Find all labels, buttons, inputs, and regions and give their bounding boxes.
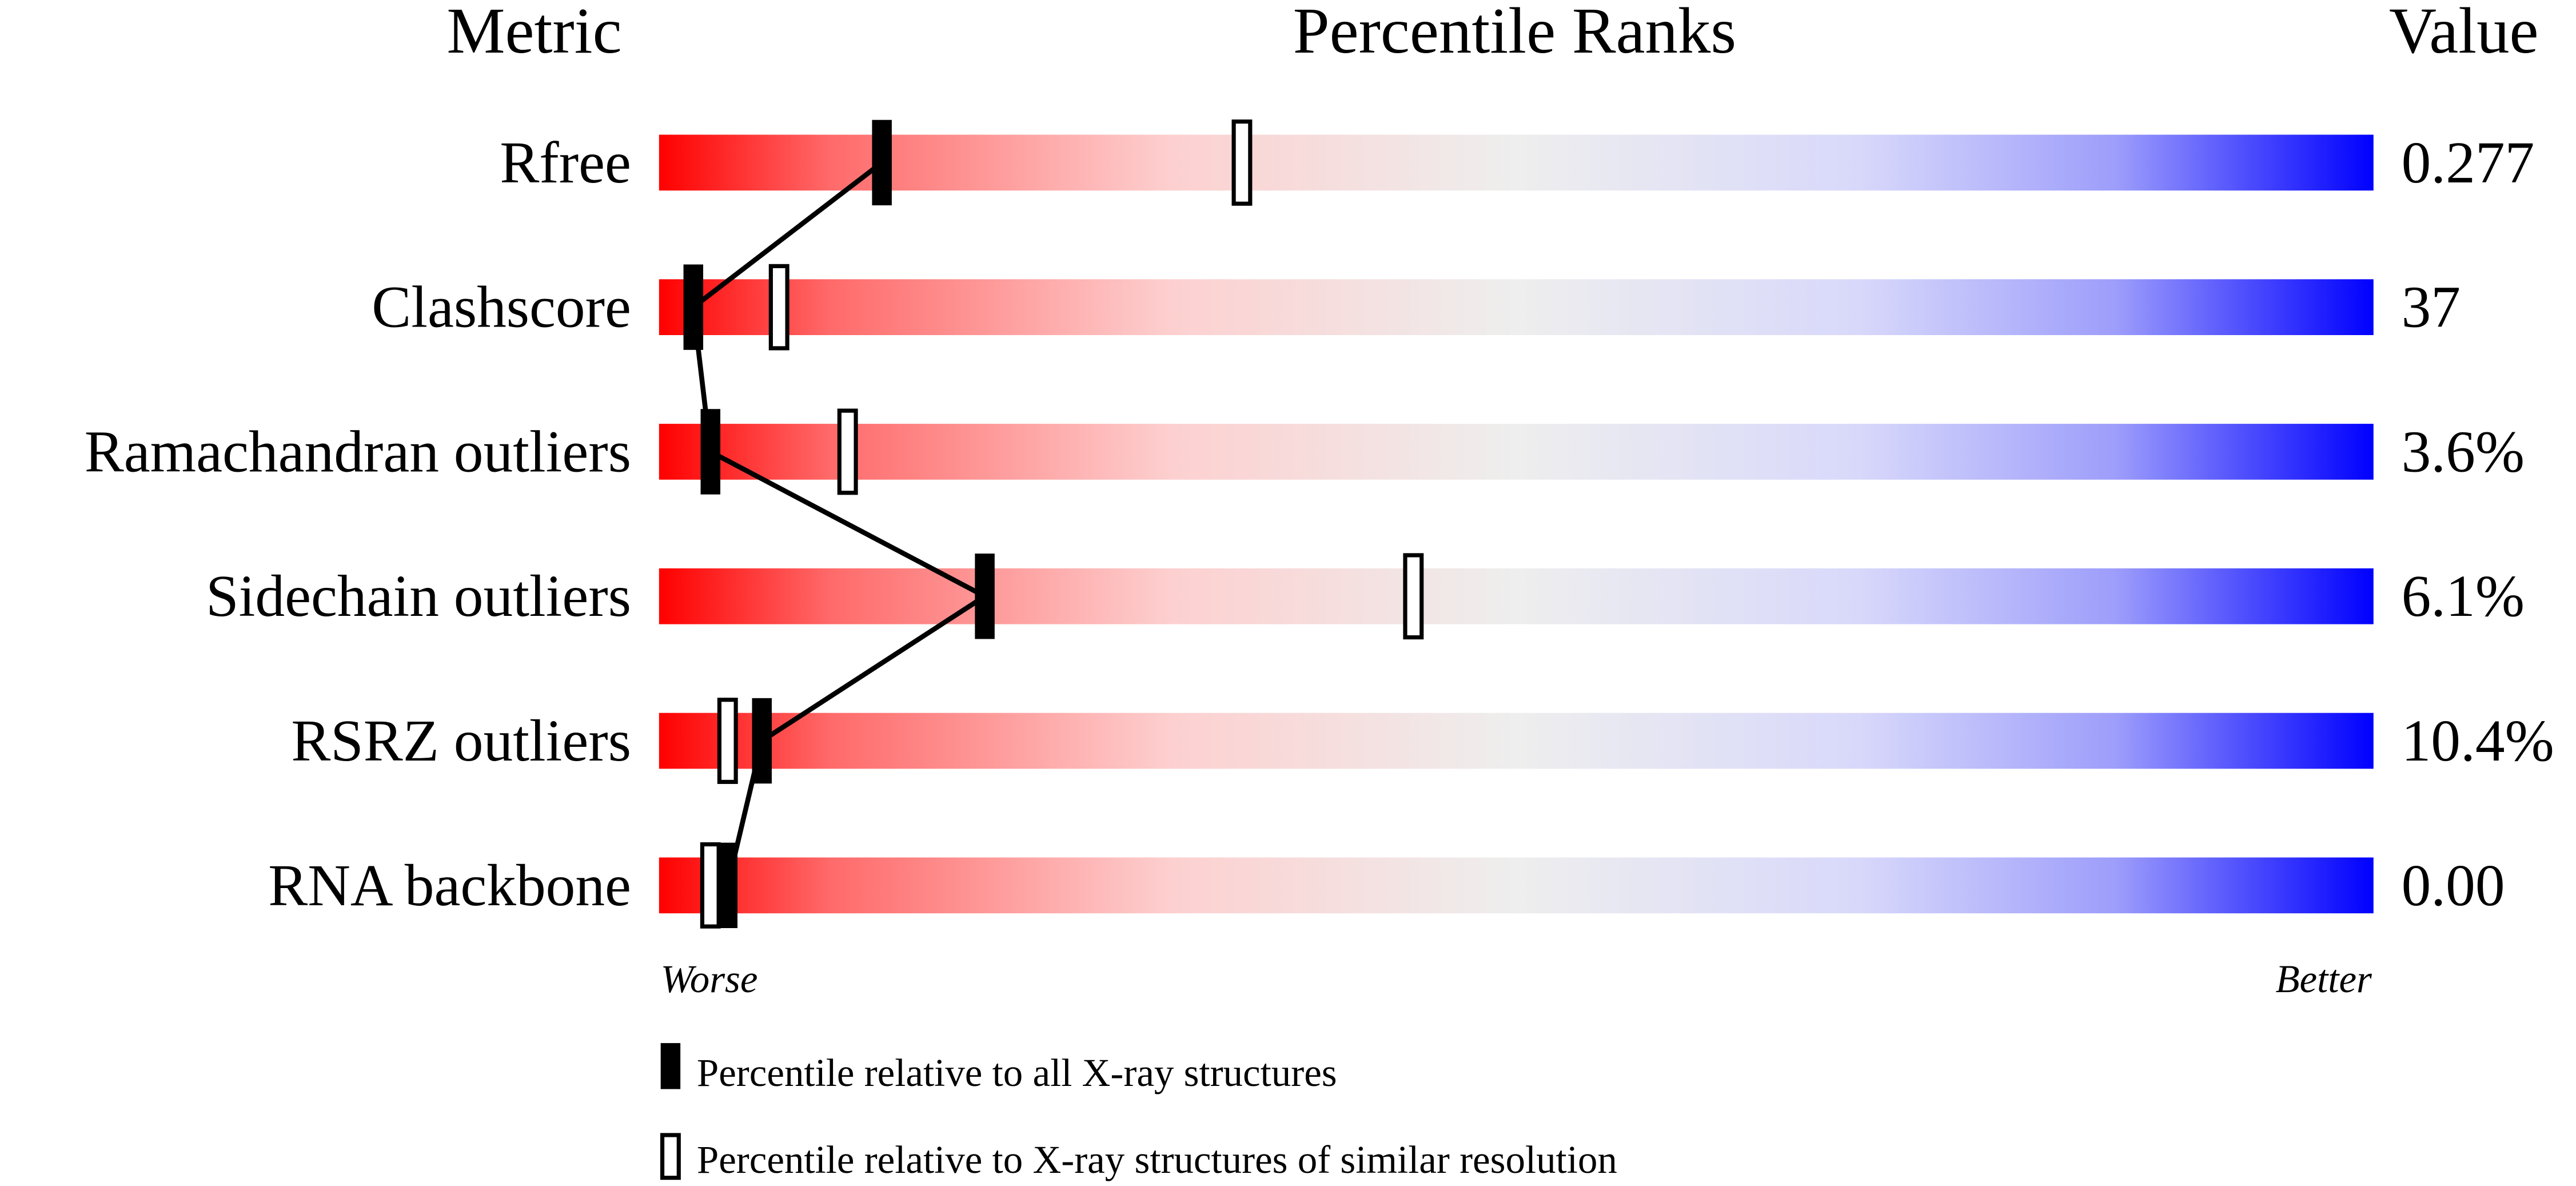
connector-line [692,160,884,309]
marker-all-structures [872,120,892,206]
percentile-bar [659,568,2374,624]
metric-value: 0.00 [2402,853,2505,918]
metric-label: Ramachandran outliers [85,419,631,484]
marker-all-structures [683,264,704,350]
marker-similar-resolution [700,842,721,929]
marker-all-structures [975,554,995,639]
connector-line [760,594,986,743]
metric-label: RNA backbone [268,853,631,918]
metric-value: 10.4% [2402,709,2554,774]
header-value: Value [2389,0,2539,67]
axis-label-worse: Worse [661,957,758,1001]
axis-label-better: Better [2275,957,2372,1001]
percentile-bar [659,134,2374,191]
metric-value: 3.6% [2402,419,2525,484]
connector-line [709,449,986,599]
metric-label: Rfree [500,130,631,196]
header-percentile-ranks: Percentile Ranks [1293,0,1736,67]
marker-similar-resolution [1231,119,1253,206]
metric-label: Clashscore [372,275,631,340]
marker-similar-resolution [1403,553,1424,640]
metric-value: 6.1% [2402,564,2525,629]
marker-similar-resolution [717,698,738,784]
marker-similar-resolution [837,408,858,495]
marker-all-structures [700,409,721,495]
legend-open-marker [660,1133,681,1180]
header-metric: Metric [446,0,621,67]
metric-value: 37 [2402,275,2461,340]
metric-label: RSRZ outliers [291,709,631,774]
legend-label-similar: Percentile relative to X-ray structures … [697,1138,1617,1181]
marker-all-structures [752,698,772,784]
legend-filled-marker [660,1043,681,1089]
percentile-bar [659,279,2374,336]
metric-label: Sidechain outliers [206,564,631,629]
percentile-bar [659,857,2374,914]
percentile-bar [659,713,2374,769]
legend-label-all: Percentile relative to all X-ray structu… [697,1051,1337,1095]
marker-similar-resolution [768,264,789,351]
percentile-bar [659,424,2374,480]
metric-value: 0.277 [2402,130,2535,196]
marker-all-structures [717,842,737,929]
